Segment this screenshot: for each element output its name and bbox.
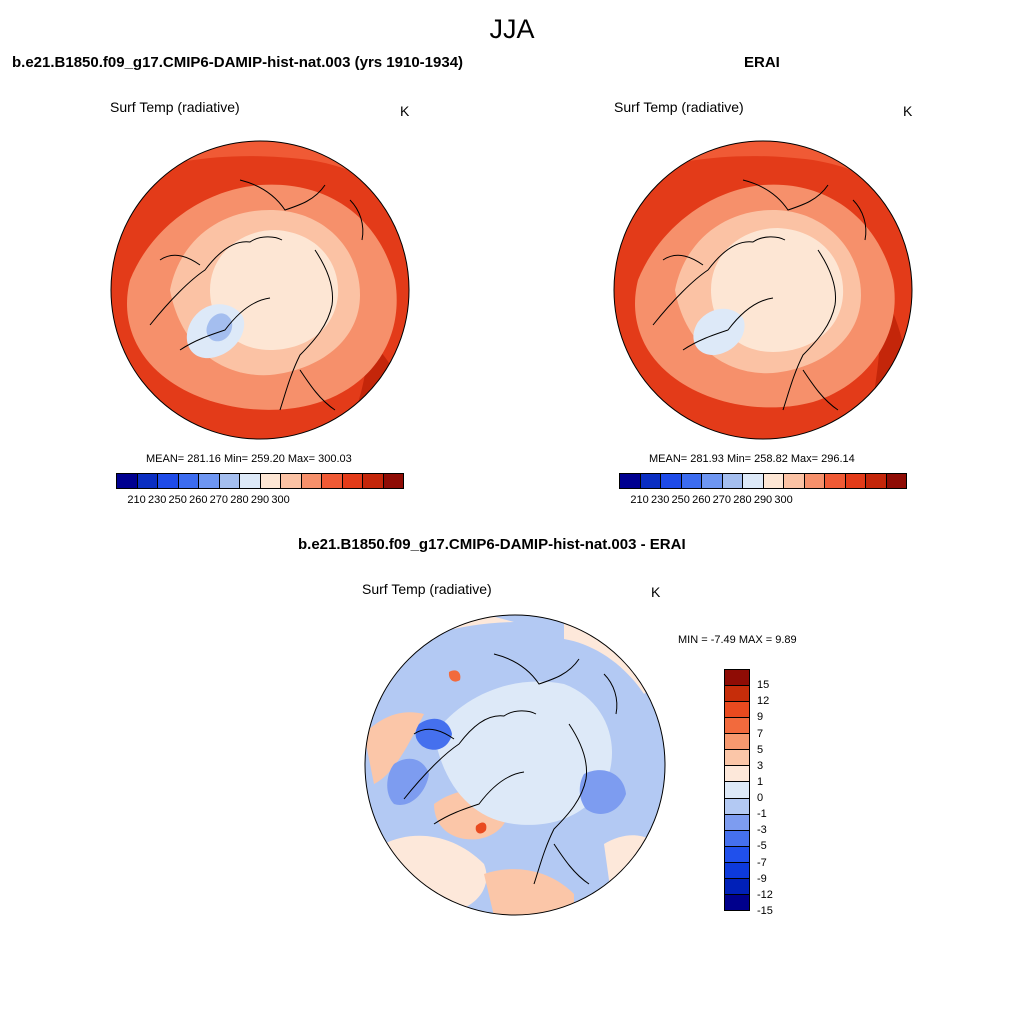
panel-1-stats: MEAN= 281.16 Min= 259.20 Max= 300.03 <box>146 453 352 465</box>
colorbar-tick-label: -15 <box>757 905 773 917</box>
colorbar-swatch <box>260 474 281 488</box>
colorbar-swatch <box>281 474 302 488</box>
colorbar-swatch <box>681 474 702 488</box>
difference-polar-map <box>364 614 666 916</box>
colorbar-swatch <box>725 782 749 799</box>
panel-2-polar-map <box>613 140 913 440</box>
colorbar-tick-label: 270 <box>712 494 732 506</box>
colorbar-tick-label: -9 <box>757 872 767 885</box>
colorbar-swatch <box>725 670 749 687</box>
colorbar-swatch <box>725 750 749 767</box>
colorbar-tick-label: 0 <box>757 792 764 805</box>
colorbar-tick-label: 3 <box>757 759 764 772</box>
panel-2-stats: MEAN= 281.93 Min= 258.82 Max= 296.14 <box>649 453 855 465</box>
colorbar-tick-label: 230 <box>147 494 167 506</box>
colorbar-tick-label: 290 <box>753 494 773 506</box>
colorbar-swatch <box>661 474 682 488</box>
season-title: JJA <box>489 14 535 44</box>
colorbar-swatch <box>725 894 749 910</box>
colorbar-swatch <box>725 734 749 751</box>
panel-1-variable-label: Surf Temp (radiative) <box>110 99 240 115</box>
colorbar-swatch <box>725 846 749 863</box>
colorbar-swatch <box>722 474 743 488</box>
colorbar-swatch <box>158 474 179 488</box>
colorbar-tick-label: 250 <box>671 494 690 506</box>
colorbar-tick-label: 260 <box>692 494 711 506</box>
colorbar-tick-label: 270 <box>209 494 229 506</box>
panel-2-units-label: K <box>903 103 913 119</box>
colorbar-swatch <box>199 474 220 488</box>
colorbar-swatch <box>117 474 138 488</box>
colorbar-swatch <box>725 830 749 847</box>
colorbar-swatch <box>804 474 825 488</box>
difference-minmax: MIN = -7.49 MAX = 9.89 <box>678 634 797 646</box>
colorbar-tick-label: 260 <box>189 494 208 506</box>
colorbar-swatch <box>137 474 158 488</box>
colorbar-swatch <box>845 474 866 488</box>
panel-1-colorbar <box>116 473 404 489</box>
colorbar-swatch <box>866 474 887 488</box>
colorbar-swatch <box>725 718 749 735</box>
colorbar-swatch <box>763 474 784 488</box>
colorbar-swatch <box>640 474 661 488</box>
colorbar-swatch <box>363 474 384 488</box>
colorbar-tick-label: 230 <box>650 494 670 506</box>
colorbar-swatch <box>342 474 363 488</box>
colorbar-swatch <box>725 702 749 719</box>
colorbar-swatch <box>322 474 343 488</box>
colorbar-tick-label: -12 <box>757 888 773 901</box>
colorbar-tick-label: -1 <box>757 808 767 821</box>
panel-1-title: b.e21.B1850.f09_g17.CMIP6-DAMIP-hist-nat… <box>12 54 464 71</box>
colorbar-tick-label: 280 <box>733 494 752 506</box>
colorbar-swatch <box>725 686 749 703</box>
colorbar-tick-label: 7 <box>757 727 764 740</box>
colorbar-tick-label: 1 <box>757 775 764 788</box>
colorbar-tick-label: 250 <box>168 494 187 506</box>
difference-title: b.e21.B1850.f09_g17.CMIP6-DAMIP-hist-nat… <box>298 536 686 553</box>
colorbar-swatch <box>240 474 261 488</box>
colorbar-tick-label: 15 <box>757 679 770 692</box>
colorbar-swatch <box>178 474 199 488</box>
colorbar-swatch <box>743 474 764 488</box>
colorbar-swatch <box>886 474 906 488</box>
colorbar-swatch <box>702 474 723 488</box>
panel-2-colorbar <box>619 473 907 489</box>
colorbar-swatch <box>620 474 641 488</box>
colorbar-tick-label: 9 <box>757 711 764 724</box>
difference-colorbar <box>724 669 750 911</box>
colorbar-tick-label: 290 <box>250 494 270 506</box>
panel-1-polar-map <box>110 140 410 440</box>
colorbar-swatch <box>219 474 240 488</box>
colorbar-swatch <box>725 862 749 879</box>
colorbar-tick-label: 300 <box>774 494 793 506</box>
colorbar-swatch <box>725 878 749 895</box>
difference-units-label: K <box>651 584 661 600</box>
colorbar-swatch <box>725 814 749 831</box>
colorbar-tick-label: 300 <box>271 494 290 506</box>
colorbar-tick-label: 12 <box>757 695 770 708</box>
colorbar-tick-label: -5 <box>757 840 767 853</box>
panel-2-title: ERAI <box>744 54 780 71</box>
panel-2-variable-label: Surf Temp (radiative) <box>614 99 744 115</box>
colorbar-swatch <box>725 766 749 783</box>
colorbar-swatch <box>825 474 846 488</box>
colorbar-swatch <box>383 474 403 488</box>
colorbar-swatch <box>301 474 322 488</box>
colorbar-tick-label: 5 <box>757 743 764 756</box>
colorbar-tick-label: 210 <box>127 494 146 506</box>
colorbar-tick-label: 280 <box>230 494 249 506</box>
colorbar-tick-label: -3 <box>757 824 767 837</box>
colorbar-tick-label: -7 <box>757 856 767 869</box>
colorbar-tick-label: 210 <box>630 494 649 506</box>
colorbar-swatch <box>784 474 805 488</box>
difference-variable-label: Surf Temp (radiative) <box>362 581 492 597</box>
panel-1-units-label: K <box>400 103 410 119</box>
colorbar-swatch <box>725 798 749 815</box>
